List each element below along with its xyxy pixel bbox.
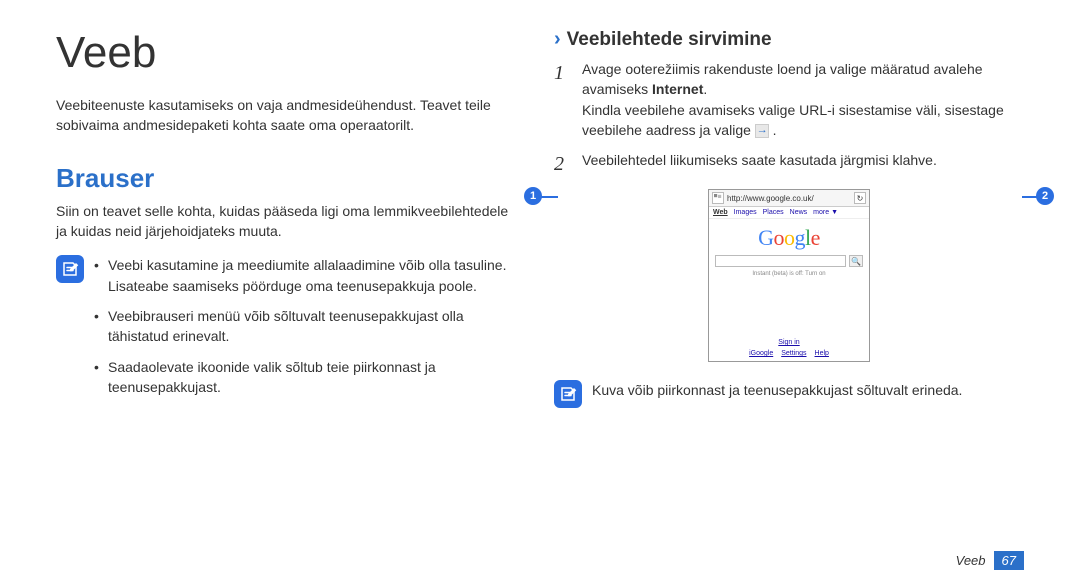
- step1-text-b: .: [703, 81, 707, 97]
- footer-label: Veeb: [956, 553, 986, 568]
- step-2: 2 Veebilehtedel liikumiseks saate kasuta…: [554, 150, 1024, 179]
- search-button-icon: 🔍: [849, 255, 863, 267]
- page-title: Veeb: [56, 28, 516, 78]
- settings-link: Settings: [781, 350, 806, 357]
- step2-text: Veebilehtedel liikumiseks saate kasutada…: [582, 150, 1024, 179]
- refresh-icon: ↻: [854, 192, 866, 204]
- callout-2: 2: [1036, 187, 1054, 205]
- device-screenshot: http://www.google.co.uk/ ↻ Web Images Pl…: [708, 189, 870, 362]
- url-bar: http://www.google.co.uk/ ↻: [709, 190, 869, 207]
- step-number: 2: [554, 150, 572, 179]
- note-icon: [554, 380, 582, 408]
- url-text: http://www.google.co.uk/: [727, 194, 851, 203]
- step1-bold: Internet: [652, 81, 703, 97]
- bullet-item: Veebi kasutamine ja meediumite allalaadi…: [94, 255, 516, 296]
- bullet-item: Saadaolevate ikoonide valik sõltub teie …: [94, 357, 516, 398]
- go-arrow-icon: [755, 124, 769, 138]
- tab-more: more ▼: [813, 209, 838, 216]
- sirvimine-heading: Veebilehtede sirvimine: [567, 29, 772, 51]
- device-footer-links: iGoogle Settings Help: [709, 348, 869, 361]
- chevron-icon: ›: [554, 28, 561, 51]
- tab-web: Web: [713, 209, 728, 216]
- sirvimine-note: Kuva võib piirkonnast ja teenusepakkujas…: [592, 380, 962, 400]
- brauser-heading: Brauser: [56, 163, 516, 194]
- step1-text-a: Avage ooterežiimis rakenduste loend ja v…: [582, 61, 983, 97]
- step-1: 1 Avage ooterežiimis rakenduste loend ja…: [554, 59, 1024, 140]
- bullet-item: Veebibrauseri menüü võib sõltuvalt teenu…: [94, 306, 516, 347]
- google-logo: Google: [709, 219, 869, 255]
- tab-images: Images: [734, 209, 757, 216]
- brauser-desc: Siin on teavet selle kohta, kuidas pääse…: [56, 202, 516, 241]
- note-icon: [56, 255, 84, 283]
- page-number: 67: [994, 551, 1024, 570]
- search-box: [715, 255, 846, 267]
- step-number: 1: [554, 59, 572, 140]
- brauser-bullets: Veebi kasutamine ja meediumite allalaadi…: [94, 255, 516, 407]
- signin-link: Sign in: [709, 337, 869, 348]
- intro-text: Veebiteenuste kasutamiseks on vaja andme…: [56, 96, 516, 135]
- tab-places: Places: [763, 209, 784, 216]
- google-tabs: Web Images Places News more ▼: [709, 207, 869, 219]
- help-link: Help: [815, 350, 829, 357]
- windows-icon: [712, 192, 724, 204]
- igoogle-link: iGoogle: [749, 350, 773, 357]
- tab-news: News: [790, 209, 808, 216]
- step1-text-c: Kindla veebilehe avamiseks valige URL-i …: [582, 102, 1004, 138]
- instant-text: Instant (beta) is off: Turn on: [709, 271, 869, 337]
- callout-line: [540, 196, 558, 198]
